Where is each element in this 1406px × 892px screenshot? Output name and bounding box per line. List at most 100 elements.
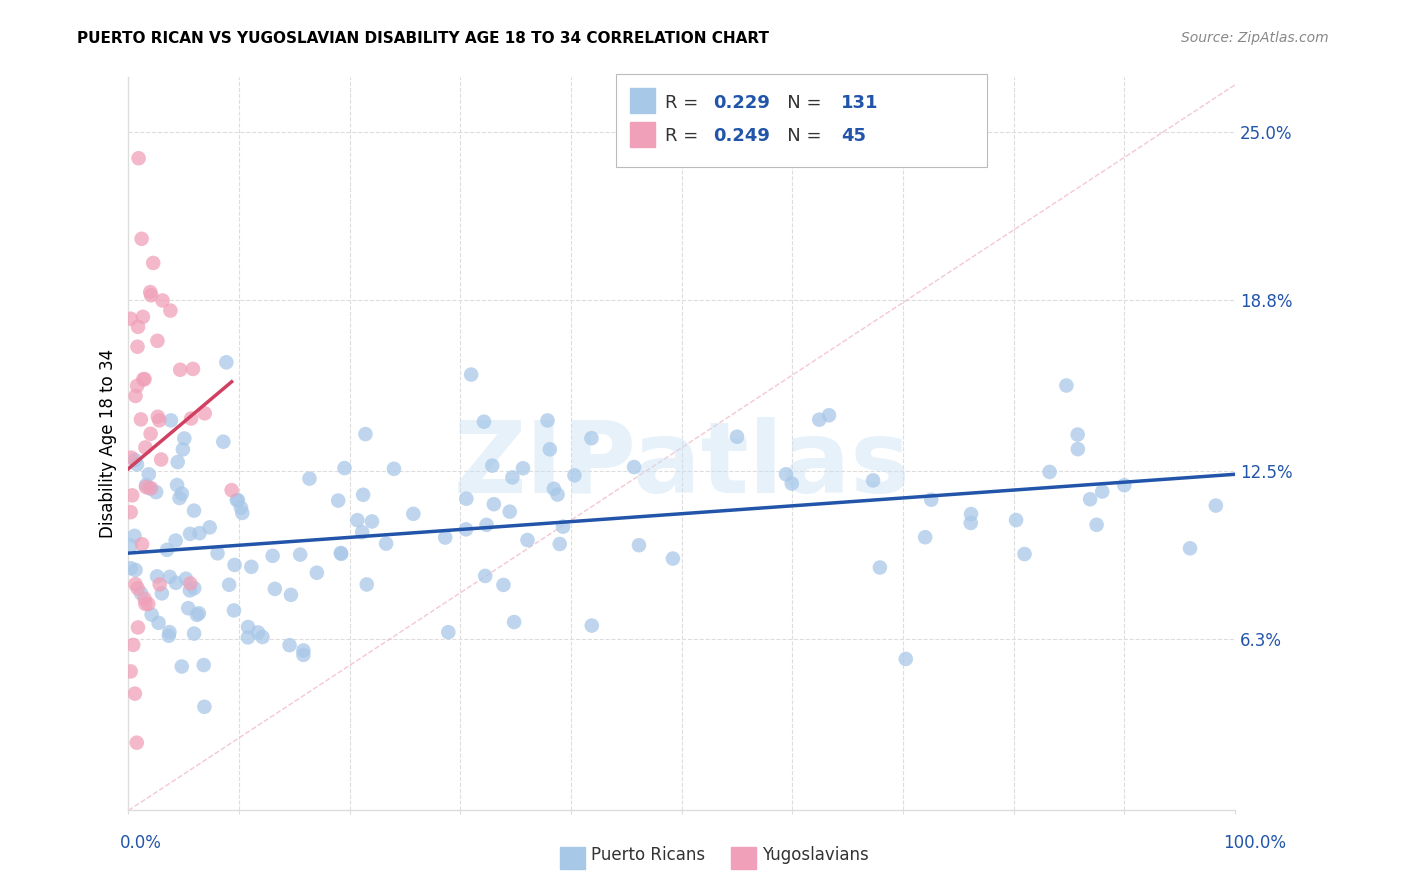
Point: [131, 232, 153, 246]
Point: [231, 506, 253, 520]
Point: [150, 586, 173, 600]
Point: [725, 430, 748, 444]
Point: [125, 736, 148, 750]
Text: 45: 45: [841, 128, 866, 145]
Point: [146, 409, 169, 424]
Point: [183, 626, 205, 640]
Point: [581, 618, 603, 632]
Point: [179, 526, 201, 541]
Point: [499, 505, 522, 519]
Point: [292, 648, 315, 662]
Point: [193, 658, 215, 673]
Point: [775, 467, 797, 482]
Point: [138, 482, 160, 496]
Point: [481, 458, 503, 473]
Point: [120, 561, 142, 575]
Point: [207, 546, 229, 560]
Point: [124, 389, 146, 403]
Point: [124, 687, 146, 701]
Point: [172, 442, 194, 457]
Point: [159, 625, 181, 640]
Point: [157, 629, 180, 643]
Point: [329, 546, 352, 560]
Point: [221, 483, 243, 497]
Point: [538, 442, 561, 457]
Text: Puerto Ricans: Puerto Ricans: [591, 846, 704, 863]
Point: [894, 652, 917, 666]
Point: [188, 526, 211, 541]
Point: [352, 488, 374, 502]
Point: [152, 293, 174, 308]
Point: [627, 538, 650, 552]
Point: [142, 256, 165, 270]
Point: [156, 542, 179, 557]
Point: [330, 547, 353, 561]
Point: [121, 488, 143, 502]
Point: [141, 607, 163, 622]
Point: [346, 513, 368, 527]
Point: [132, 310, 155, 324]
Point: [124, 453, 146, 467]
Point: [222, 603, 245, 617]
Point: [1178, 541, 1201, 556]
Point: [135, 480, 157, 494]
Point: [173, 432, 195, 446]
Text: 0.229: 0.229: [713, 94, 769, 112]
Point: [288, 548, 311, 562]
Point: [780, 476, 803, 491]
Point: [124, 577, 146, 591]
Point: [229, 500, 252, 515]
Point: [263, 582, 285, 596]
Point: [352, 525, 374, 540]
Point: [564, 468, 586, 483]
Point: [226, 493, 249, 508]
Point: [475, 517, 498, 532]
Point: [183, 503, 205, 517]
Point: [1054, 378, 1077, 392]
Point: [160, 413, 183, 427]
Point: [501, 470, 523, 484]
Point: [187, 607, 209, 621]
Point: [166, 478, 188, 492]
Point: [145, 485, 167, 500]
Point: [134, 441, 156, 455]
Point: [1005, 513, 1028, 527]
Text: Yugoslavians: Yugoslavians: [762, 846, 869, 863]
Point: [146, 569, 169, 583]
Point: [146, 334, 169, 348]
Point: [179, 583, 201, 598]
Point: [305, 566, 328, 580]
Point: [333, 461, 356, 475]
Point: [127, 620, 149, 634]
Point: [139, 481, 162, 495]
Point: [482, 497, 505, 511]
Point: [129, 412, 152, 426]
Text: 100.0%: 100.0%: [1223, 834, 1286, 852]
Point: [148, 615, 170, 630]
Point: [454, 522, 477, 536]
Point: [262, 549, 284, 563]
Point: [472, 415, 495, 429]
Text: N =: N =: [770, 94, 828, 112]
Point: [198, 520, 221, 534]
Point: [131, 537, 153, 551]
Text: R =: R =: [665, 94, 704, 112]
Point: [236, 620, 259, 634]
Point: [914, 530, 936, 544]
Point: [122, 638, 145, 652]
Point: [166, 455, 188, 469]
Point: [186, 607, 208, 622]
Point: [139, 426, 162, 441]
Point: [150, 452, 173, 467]
Point: [1091, 484, 1114, 499]
Point: [149, 577, 172, 591]
Point: [298, 472, 321, 486]
Point: [456, 491, 478, 506]
Point: [382, 462, 405, 476]
Point: [551, 519, 574, 533]
Text: Source: ZipAtlas.com: Source: ZipAtlas.com: [1181, 31, 1329, 45]
Point: [662, 551, 685, 566]
Point: [169, 491, 191, 505]
Text: PUERTO RICAN VS YUGOSLAVIAN DISABILITY AGE 18 TO 34 CORRELATION CHART: PUERTO RICAN VS YUGOSLAVIAN DISABILITY A…: [77, 31, 769, 46]
Point: [165, 533, 187, 548]
